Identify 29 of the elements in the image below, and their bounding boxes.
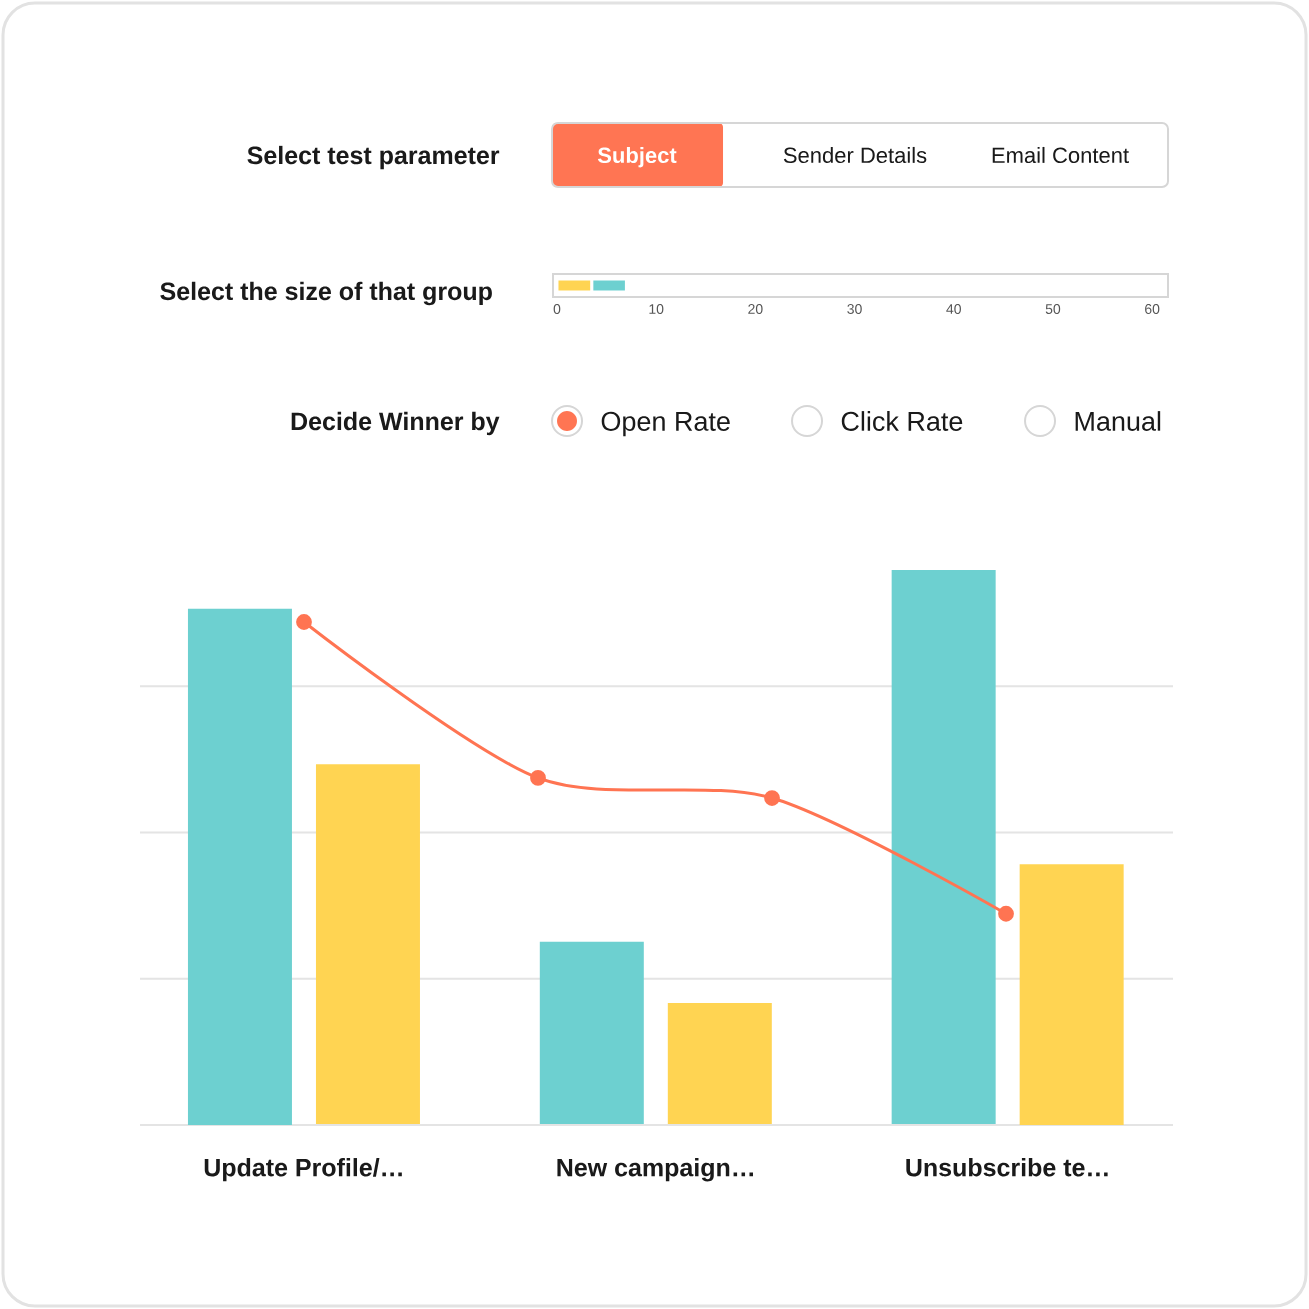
point (764, 790, 780, 806)
x-tick-label: 20 (748, 304, 763, 314)
x-tick-label: Unsubscribe te… (906, 1158, 1108, 1177)
x-tick-label: 60 (1145, 304, 1160, 314)
point (998, 905, 1014, 922)
text: Click Rate (841, 411, 963, 431)
bar (667, 1002, 772, 1125)
point (296, 614, 312, 630)
x-tick-label: Update Profile/… (204, 1158, 402, 1182)
text: Select test parameter (247, 145, 500, 170)
bar (187, 608, 292, 1125)
x-tick-label: 10 (649, 304, 664, 314)
y-axis-title: Select the size of that group (160, 281, 492, 306)
bar (539, 941, 644, 1125)
bar (315, 764, 420, 1125)
x-tick-label: 0 (553, 304, 561, 314)
text: Email Content (992, 146, 1129, 164)
point (530, 770, 546, 786)
bar (891, 569, 996, 1125)
x-tick-label: New campaign… (557, 1158, 753, 1182)
text: Decide Winner by (291, 411, 500, 436)
text: Sender Details (783, 146, 927, 164)
bar (1019, 864, 1124, 1125)
x-tick-label: 40 (946, 304, 961, 314)
x-tick-label: 30 (847, 304, 862, 314)
text: Manual (1075, 411, 1161, 431)
text: Subject (597, 146, 677, 168)
x-tick-label: 50 (1045, 304, 1061, 314)
text: Open Rate (601, 411, 730, 437)
